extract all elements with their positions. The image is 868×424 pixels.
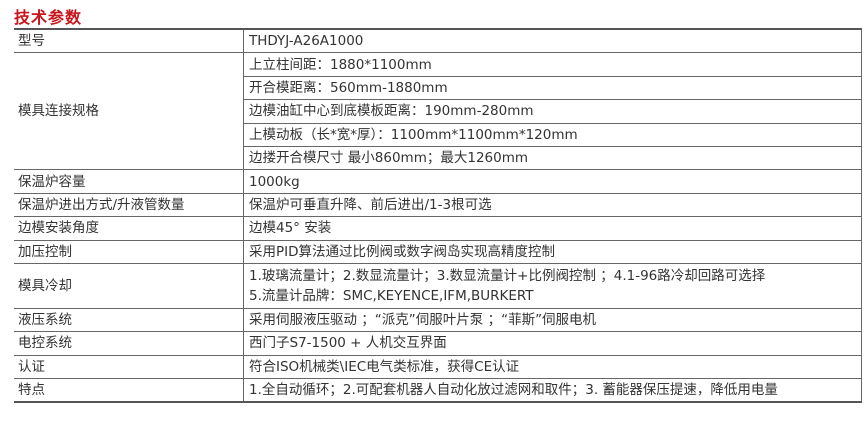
spec-value: 1.玻璃流量计；2.数显流量计；3.数显流量计+比例阀控制 ；4.1-96路冷却… xyxy=(243,263,862,309)
spec-label: 特点 xyxy=(18,382,45,399)
spec-value: 保温炉可垂直升降、前后进出/1-3根可选 xyxy=(243,193,862,218)
spec-row: 边模安装角度 边模45° 安装 xyxy=(14,216,862,241)
spec-row: 电控系统 西门子S7-1500 + 人机交互界面 xyxy=(14,331,862,356)
spec-row: 加压控制 采用PID算法通过比例阀或数字阀岛实现高精度控制 xyxy=(14,240,862,264)
spec-row: 型号 THDYJ-A26A1000 xyxy=(14,29,862,54)
spec-value: 1000kg xyxy=(243,169,862,194)
spec-label: 液压系统 xyxy=(14,308,244,333)
spec-value: 西门子S7-1500 + 人机交互界面 xyxy=(243,331,862,356)
spec-value: 上模动板（长*宽*厚）：1100mm*1100mm*120mm xyxy=(243,123,862,147)
section-title: 技术参数 xyxy=(14,8,83,27)
spec-row: 模具连接规格 上立柱间距：1880*1100mm xyxy=(14,52,862,171)
spec-value: 1.全自动循环；2.可配套机器人自动化放过滤网和取件；3. 蓄能器保压提速，降低… xyxy=(243,378,862,403)
spec-row: 认证 符合ISO机械类\IEC电气类标准，获得CE认证 xyxy=(14,355,862,380)
spec-row: 特点 1.全自动循环；2.可配套机器人自动化放过滤网和取件；3. 蓄能器保压提速，… xyxy=(14,378,862,403)
spec-row: 边搂开合模尺寸 最小860mm；最大1260mm xyxy=(14,146,862,171)
spec-row: 液压系统 采用伺服液压驱动 ；“派克”伺服叶片泵 ；“菲斯”伺服电机 xyxy=(14,308,862,333)
spec-row: 模具冷却 1.玻璃流量计；2.数显流量计；3.数显流量计+比例阀控制 ；4.1-9… xyxy=(14,263,862,309)
spec-value: 开合模距离：560mm-1880mm xyxy=(243,76,862,101)
spec-row: 开合模距离：560mm-1880mm xyxy=(14,76,862,101)
spec-row: 边模油缸中心到底模板距离：190mm-280mm xyxy=(14,99,862,124)
spec-label: 模具冷却 xyxy=(14,263,244,309)
spec-row: 保温炉进出方式/升液管数量 保温炉可垂直升降、前后进出/1-3根可选 xyxy=(14,193,862,218)
spec-label: 边模安装角度 xyxy=(14,216,244,241)
spec-value-line: 5.流量计品牌：SMC,KEYENCE,IFM,BURKERT xyxy=(249,287,534,304)
spec-value: 边模油缸中心到底模板距离：190mm-280mm xyxy=(243,99,862,124)
spec-value: 采用PID算法通过比例阀或数字阀岛实现高精度控制 xyxy=(243,240,862,264)
spec-label: 认证 xyxy=(14,355,244,380)
spec-value: 采用伺服液压驱动 ；“派克”伺服叶片泵 ；“菲斯”伺服电机 xyxy=(243,308,862,333)
spec-label: 电控系统 xyxy=(14,331,244,356)
spec-table: 型号 THDYJ-A26A1000 模具连接规格 上立柱间距：1880*1100mm 开… xyxy=(14,28,862,404)
spec-label: 保温炉进出方式/升液管数量 xyxy=(14,193,244,218)
spec-row: 保温炉容量 1000kg xyxy=(14,169,862,194)
spec-value: 上立柱间距：1880*1100mm xyxy=(243,52,862,77)
spec-label: 保温炉容量 xyxy=(14,169,244,194)
spec-value: 边搂开合模尺寸 最小860mm；最大1260mm xyxy=(243,146,862,171)
spec-value-line: 1.玻璃流量计；2.数显流量计；3.数显流量计+比例阀控制 ；4.1-96路冷却… xyxy=(249,267,766,284)
spec-label: 模具连接规格 xyxy=(14,52,244,171)
spec-value: THDYJ-A26A1000 xyxy=(243,29,862,54)
spec-label: 型号 xyxy=(14,29,244,54)
spec-value: 边模45° 安装 xyxy=(243,216,862,241)
spec-label: 加压控制 xyxy=(14,240,244,264)
spec-row: 上模动板（长*宽*厚）：1100mm*1100mm*120mm xyxy=(14,123,862,147)
spec-value: 符合ISO机械类\IEC电气类标准，获得CE认证 xyxy=(243,355,862,380)
